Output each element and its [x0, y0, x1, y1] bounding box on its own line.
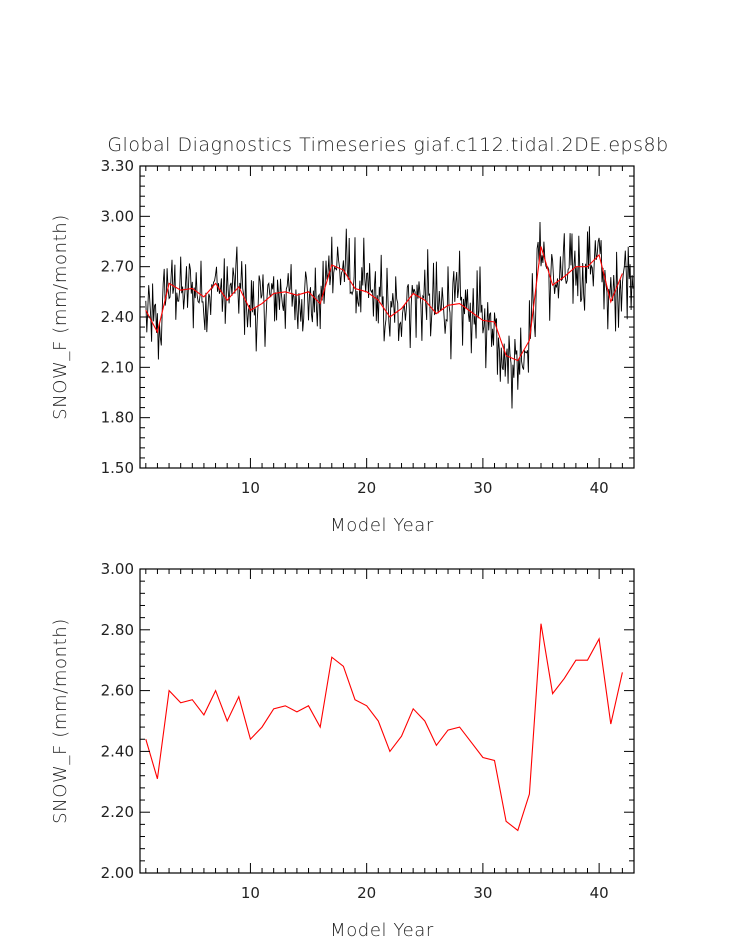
x-tick-label: 10 [241, 884, 260, 902]
bottom-x-axis-label: Model Year [330, 920, 434, 941]
y-tick-label: 2.80 [101, 621, 134, 639]
y-tick-label: 2.60 [101, 682, 134, 700]
y-tick-label: 3.00 [101, 207, 134, 225]
x-tick-label: 40 [590, 479, 609, 497]
top-x-axis-label: Model Year [330, 515, 434, 536]
x-tick-label: 30 [473, 479, 492, 497]
x-tick-label: 20 [357, 479, 376, 497]
y-tick-label: 2.40 [101, 308, 134, 326]
bottom-y-axis-label: SNOW_F (mm/month) [50, 618, 71, 824]
y-tick-label: 1.50 [101, 459, 134, 477]
top-y-axis-label: SNOW_F (mm/month) [50, 214, 71, 420]
x-tick-label: 20 [357, 884, 376, 902]
y-tick-label: 2.70 [101, 258, 134, 276]
y-tick-label: 2.40 [101, 742, 134, 760]
top-timeseries-panel: Global Diagnostics Timeseries giaf.c112.… [50, 134, 668, 536]
monthly-series-line [145, 221, 634, 409]
x-tick-label: 30 [473, 884, 492, 902]
y-tick-label: 1.80 [101, 409, 134, 427]
annual-mean-series-line [145, 623, 623, 832]
chart-title: Global Diagnostics Timeseries giaf.c112.… [107, 134, 668, 156]
annual-mean-series-line [145, 246, 623, 362]
x-tick-label: 40 [590, 884, 609, 902]
y-tick-label: 2.00 [101, 864, 134, 882]
bottom-annual-panel: 10 20 30 40 2.00 2.20 2.40 2.60 2.80 3.00 SNOW_F … [50, 560, 635, 941]
y-tick-label: 3.30 [101, 157, 134, 175]
top-plot-frame [139, 165, 635, 469]
bottom-plot-frame [139, 568, 635, 874]
y-tick-label: 3.00 [101, 560, 134, 578]
y-tick-label: 2.10 [101, 358, 134, 376]
x-tick-label: 10 [241, 479, 260, 497]
y-tick-label: 2.20 [101, 803, 134, 821]
